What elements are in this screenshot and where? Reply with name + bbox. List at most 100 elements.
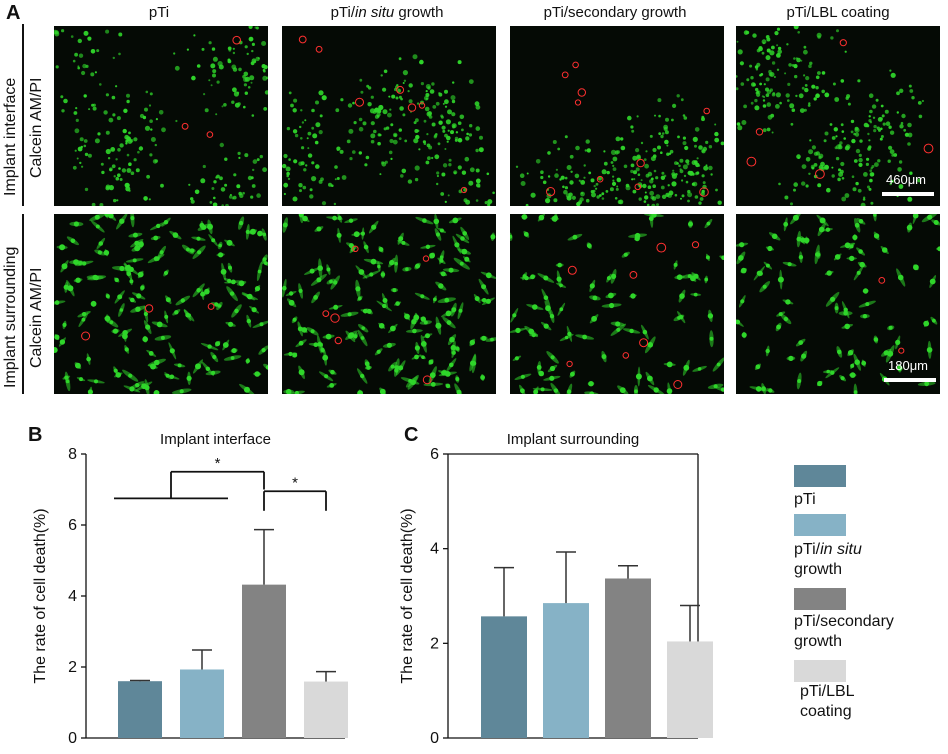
micrograph-interface-in-situ-cells-live-cell-10 [383, 69, 388, 74]
micrograph-interface-pti-cells-live-cell-210 [188, 183, 191, 186]
legend-swatch-in-situ [794, 514, 846, 536]
micrograph-interface-pti-cells-live-cell-216 [119, 178, 123, 181]
micrograph-interface-pti-cells-live-cell-80 [161, 127, 166, 133]
micrograph-interface-lbl-cells-live-cell-250 [763, 96, 766, 98]
micrograph-surrounding-pti-cells-nucleus-277 [172, 232, 179, 238]
micrograph-surrounding-pti-cells-nucleus-15 [262, 232, 267, 237]
micrograph-interface-in-situ-cells-live-cell-86 [435, 101, 440, 106]
micrograph-interface-in-situ-cells-live-cell-124 [331, 184, 334, 187]
micrograph-interface-lbl-cells-live-cell-228 [766, 35, 770, 39]
micrograph-interface-in-situ-cells-live-cell-223 [315, 122, 321, 128]
micrograph-interface-in-situ-cells-live-cell-138 [389, 108, 392, 111]
micrograph-interface-pti-cells-live-cell-32 [223, 103, 227, 107]
micrograph-surrounding-in-situ-cells-nucleus-299 [474, 296, 480, 302]
micrograph-interface-in-situ-cells [282, 35, 495, 206]
micrograph-interface-lbl-cells-live-cell-196 [834, 97, 840, 102]
micrograph-interface-in-situ-cells-live-cell-18 [367, 102, 372, 107]
micrograph-interface-in-situ-cells-live-cell-30 [349, 157, 353, 161]
micrograph-surrounding-pti-cells-nucleus-17 [238, 220, 244, 226]
micrograph-surrounding-in-situ-cells-nucleus-51 [392, 288, 397, 293]
micrograph-interface-secondary-cells-live-cell-158 [683, 116, 688, 120]
micrograph-interface-pti-cells-live-cell-96 [87, 153, 92, 158]
micrograph-interface-pti-cells-live-cell-82 [133, 137, 138, 142]
micrograph-interface-lbl-cells-live-cell-95 [835, 156, 840, 161]
micrograph-interface-pti-cells-live-cell-132 [72, 59, 76, 63]
micrograph-surrounding-pti-cells-nucleus-5 [61, 263, 68, 270]
micrograph-interface-in-situ-cells-live-cell-232 [475, 104, 481, 110]
micrograph-interface-lbl-cells-live-cell-54 [868, 93, 874, 98]
micrograph-surrounding-in-situ-cells-dead-cell-0 [422, 375, 432, 385]
micrograph-interface-lbl-cells-live-cell-106 [815, 75, 820, 80]
micrograph-interface-secondary-cells-live-cell-72 [562, 185, 565, 189]
micrograph-interface-in-situ-cells-live-cell-222 [464, 156, 470, 162]
micrograph-interface-pti-cells-live-cell-234 [116, 116, 121, 121]
micrograph-interface-in-situ-cells-live-cell-153 [359, 78, 363, 82]
micrograph-interface-secondary-cells-live-cell-206 [691, 182, 695, 186]
micrograph-interface-pti-cells-live-cell-188 [208, 79, 211, 82]
micrograph-interface-lbl-cells-live-cell-246 [793, 64, 798, 69]
row2-stain-label: Calcein AM/PI [28, 267, 45, 368]
micrograph-surrounding-in-situ-cells-nucleus-291 [333, 304, 339, 310]
micrograph-surrounding-lbl-cells-nucleus-143 [847, 350, 854, 356]
micrograph-surrounding-in-situ-cells-nucleus-103 [377, 264, 381, 269]
micrograph-surrounding-in-situ-cells-nucleus-247 [355, 286, 361, 292]
micrograph-surrounding-secondary-cells-nucleus-117 [512, 313, 517, 318]
micrograph-interface-secondary-cells-live-cell-213 [620, 137, 624, 141]
micrograph-interface-in-situ-cells-live-cell-103 [435, 133, 438, 136]
micrograph-interface-in-situ-cells-live-cell-170 [391, 94, 396, 99]
micrograph-interface-secondary-cells-live-cell-32 [717, 200, 722, 205]
micrograph-interface-secondary-cells-live-cell-227 [615, 136, 621, 142]
micrograph-interface-secondary-cells-live-cell-48 [646, 203, 650, 206]
micrograph-interface-in-situ-cells-live-cell-212 [379, 173, 382, 176]
micrograph-surrounding-lbl-cells-nucleus-21 [768, 388, 773, 393]
micrograph-interface-pti-cells-live-cell-79 [72, 165, 77, 170]
micrograph-interface-lbl-cells-live-cell-263 [801, 164, 807, 170]
micrograph-interface-pti-cells-live-cell-172 [75, 118, 79, 122]
micrograph-interface-in-situ-cells-live-cell-101 [373, 129, 377, 134]
micrograph-interface-pti-cells-live-cell-67 [77, 66, 80, 70]
micrograph-interface-pti-cells-live-cell-100 [225, 203, 229, 206]
micrograph-surrounding-lbl-cells-nucleus-129 [854, 359, 860, 365]
micrograph-interface-pti-cells-live-cell-206 [126, 136, 131, 141]
micrograph-surrounding-secondary-cells-nucleus-83 [550, 355, 555, 360]
micrograph-interface-in-situ-cells-live-cell-176 [448, 163, 452, 167]
micrograph-interface-pti-cells-live-cell-191 [249, 75, 255, 81]
micrograph-interface-in-situ-cells-dead-cell-2 [355, 97, 364, 107]
micrograph-interface-lbl-cells-live-cell-117 [769, 50, 775, 56]
micrograph-interface-secondary-cells-live-cell-155 [601, 197, 605, 200]
micrograph-interface-lbl-cells-live-cell-149 [779, 101, 782, 105]
micrograph-interface-pti-cells-live-cell-163 [238, 67, 242, 72]
micrograph-interface-pti-cells-live-cell-193 [160, 183, 164, 188]
chart-b-bar-2 [242, 584, 286, 738]
micrograph-surrounding-pti-cells-nucleus-73 [119, 265, 125, 272]
micrograph-interface-secondary-cells-live-cell-57 [667, 184, 670, 187]
micrograph-surrounding-secondary-cells-nucleus-77 [623, 252, 628, 257]
micrograph-interface-lbl-cells-live-cell-69 [921, 99, 924, 103]
micrograph-interface-pti-cells-live-cell-133 [76, 157, 79, 160]
micrograph-interface-lbl-cells-live-cell-177 [778, 182, 781, 186]
micrograph-interface-pti-cells-dead-cell-2 [206, 131, 214, 138]
micrograph-interface-in-situ-cells-live-cell-123 [402, 113, 406, 117]
micrograph-interface-lbl-cells-live-cell-281 [869, 169, 873, 173]
micrograph-surrounding-pti-cells-nucleus-193 [54, 334, 60, 340]
micrograph-interface-secondary-cells-live-cell-212 [542, 180, 547, 185]
legend-label-in-situ-line2: growth [794, 561, 843, 578]
micrograph-interface-in-situ-cells-dead-cell-3 [407, 103, 417, 112]
micrograph-interface-lbl-cells-live-cell-52 [869, 109, 873, 114]
micrograph-interface-pti-cells-live-cell-60 [261, 64, 266, 69]
micrograph-interface-secondary-cells-live-cell-169 [636, 154, 641, 159]
micrograph-interface-in-situ-cells-live-cell-60 [358, 117, 363, 122]
micrograph-interface-pti-cells-live-cell-7 [115, 85, 118, 88]
micrograph-interface-secondary-cells-live-cell-135 [649, 134, 653, 138]
micrograph-interface-lbl-cells-live-cell-284 [796, 57, 801, 63]
micrograph-interface-pti-cells-live-cell-118 [204, 108, 209, 113]
micrograph-interface-pti-cells-live-cell-78 [194, 189, 200, 195]
micrograph-interface-in-situ-cells-live-cell-57 [312, 133, 318, 139]
micrograph-interface-secondary-cells-live-cell-59 [588, 171, 592, 175]
micrograph-surrounding-lbl-cells-nucleus-29 [873, 214, 877, 217]
micrograph-interface-lbl-cells-live-cell-136 [852, 187, 857, 192]
micrograph-interface-in-situ-cells-live-cell-152 [321, 95, 327, 101]
row1-group-label: Implant interface [2, 77, 19, 196]
micrograph-interface-pti-cells-live-cell-46 [244, 45, 248, 49]
micrograph-interface-pti-cells-live-cell-108 [115, 158, 118, 161]
